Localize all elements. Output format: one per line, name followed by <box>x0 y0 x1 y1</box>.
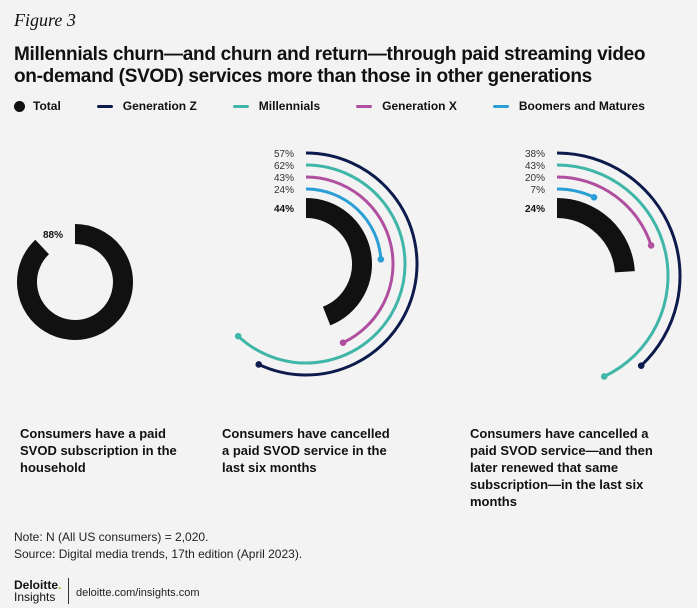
source-text: Source: Digital media trends, 17th editi… <box>14 547 303 561</box>
arc-end-dot-1-boomers-and-matures <box>377 255 385 263</box>
legend-swatch-millennials <box>232 104 249 108</box>
data-label-2-generation-x: 20% <box>525 173 545 184</box>
arc-end-dot-1-generation-x <box>339 339 347 347</box>
brand-sub: Insights <box>14 590 56 604</box>
legend-swatch-generation-x <box>356 104 373 108</box>
footer-notes: Note: N (All US consumers) = 2,020. Sour… <box>14 529 302 563</box>
arc-2-total <box>556 198 635 273</box>
arc-2-generation-x <box>556 175 653 246</box>
arc-0-total <box>17 224 133 340</box>
legend-label-generation-z: Generation Z <box>122 99 197 113</box>
legend-swatch-boomers-and-matures <box>492 104 509 108</box>
legend-label-generation-x: Generation X <box>382 99 457 113</box>
arc-end-dot-1-millennials <box>234 332 242 340</box>
arc-end-dot-2-generation-x <box>647 242 655 249</box>
arc-1-generation-x <box>305 175 395 345</box>
brand-name: Deloitte <box>14 578 59 592</box>
arc-1-total <box>305 198 372 326</box>
arc-end-dot-2-millennials <box>600 373 608 380</box>
caption-subscription: Consumers have a paid SVOD subscription … <box>20 426 177 475</box>
legend: Total Generation Z Millennials Generatio… <box>14 99 667 113</box>
data-label-1-generation-x: 43% <box>274 173 294 184</box>
arc-1-generation-z <box>258 151 419 377</box>
arc-end-dot-1-generation-z <box>255 361 263 368</box>
arc-2-millennials <box>556 163 670 378</box>
note-text: Note: N (All US consumers) = 2,020. <box>14 530 209 544</box>
data-label-1-boomers-and-matures: 24% <box>274 185 294 196</box>
legend-item-boomers-and-matures: Boomers and Matures <box>479 99 645 113</box>
legend-item-total: Total <box>14 99 61 113</box>
legend-swatch-generation-z <box>96 104 113 108</box>
arc-2-generation-z <box>556 151 682 367</box>
arc-1-boomers-and-matures <box>305 187 383 260</box>
legend-item-millennials: Millennials <box>219 99 320 113</box>
site-link[interactable]: deloitte.com/insights.com <box>76 587 200 599</box>
caption-cancelled-renewed: Consumers have cancelled a paid SVOD ser… <box>470 426 653 509</box>
data-label-1-generation-z: 57% <box>274 149 294 160</box>
legend-swatch-total <box>14 100 25 112</box>
arc-end-dot-2-boomers-and-matures <box>590 193 598 201</box>
legend-item-generation-z: Generation Z <box>83 99 197 113</box>
legend-label-millennials: Millennials <box>258 99 321 113</box>
arc-end-dot-2-generation-z <box>637 362 645 369</box>
caption-cancelled: Consumers have cancelled a paid SVOD ser… <box>222 426 390 475</box>
brand-separator <box>68 578 69 604</box>
arc-1-millennials <box>237 163 407 365</box>
arc-2-boomers-and-matures <box>556 187 595 199</box>
data-label-2-total: 24% <box>525 204 545 215</box>
data-label-1-millennials: 62% <box>274 161 294 172</box>
brand-dot: . <box>58 578 62 592</box>
brand-logo: Deloitte. Insights <box>14 579 61 603</box>
data-label-0-total: 88% <box>43 230 63 241</box>
legend-label-total: Total <box>33 99 61 113</box>
data-label-1-total: 44% <box>274 204 294 215</box>
legend-label-boomers-and-matures: Boomers and Matures <box>518 99 645 113</box>
data-label-2-generation-z: 38% <box>525 149 545 160</box>
data-label-2-boomers-and-matures: 7% <box>531 185 546 196</box>
data-label-2-millennials: 43% <box>525 161 545 172</box>
figure-label: Figure 3 <box>14 10 76 30</box>
chart-title: Millennials churn—and churn and return—t… <box>14 44 646 87</box>
legend-item-generation-x: Generation X <box>342 99 457 113</box>
